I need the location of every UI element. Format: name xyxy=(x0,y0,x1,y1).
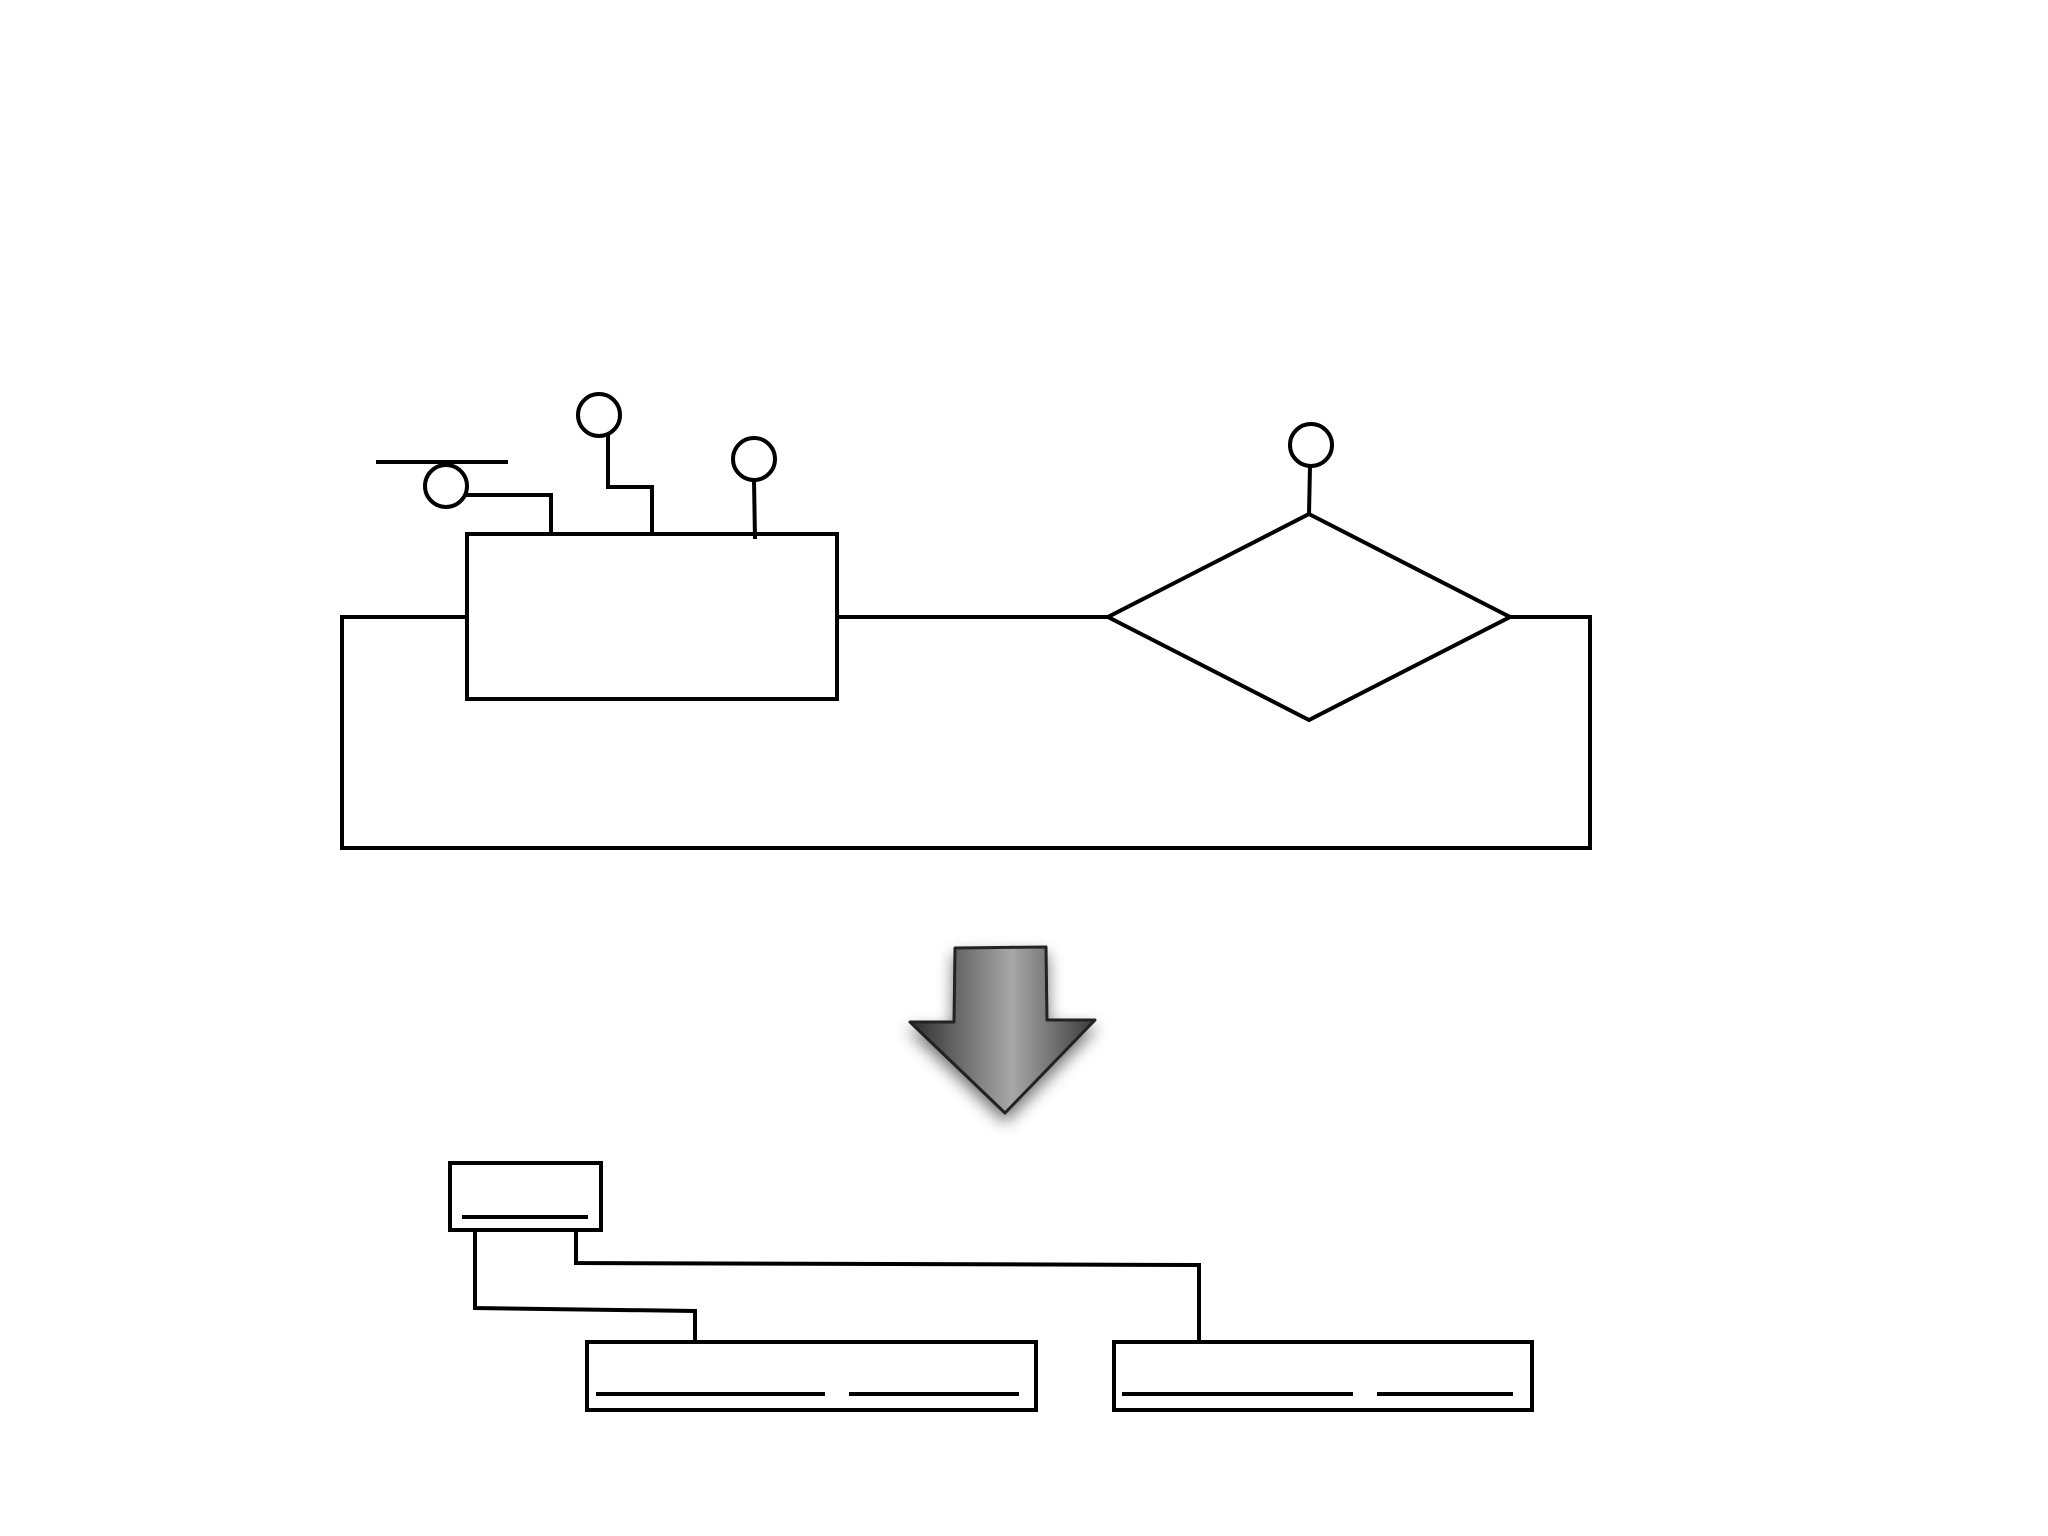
tree-child-node-left xyxy=(585,1340,1038,1412)
down-arrow-icon xyxy=(908,945,1097,1115)
tree xyxy=(448,1161,1534,1412)
connector-terminal-4 xyxy=(1288,422,1334,515)
process-node xyxy=(465,532,839,701)
connector-circle-icon xyxy=(576,392,622,438)
flowchart xyxy=(340,392,1592,850)
tree-edge-left xyxy=(473,1230,697,1342)
connector-circle-icon xyxy=(423,463,469,509)
connector-circle-icon xyxy=(1288,422,1334,468)
tree-edge-right xyxy=(574,1230,1201,1342)
loop-connector xyxy=(340,615,1592,850)
tree-root-node xyxy=(448,1161,603,1232)
tree-child-node-right xyxy=(1112,1340,1534,1412)
connector-terminal-2 xyxy=(576,392,654,534)
connector-circle-icon xyxy=(731,436,777,482)
connector-terminal-1 xyxy=(376,460,553,534)
decision-node xyxy=(1103,511,1515,723)
connector-terminal-3 xyxy=(731,436,777,540)
